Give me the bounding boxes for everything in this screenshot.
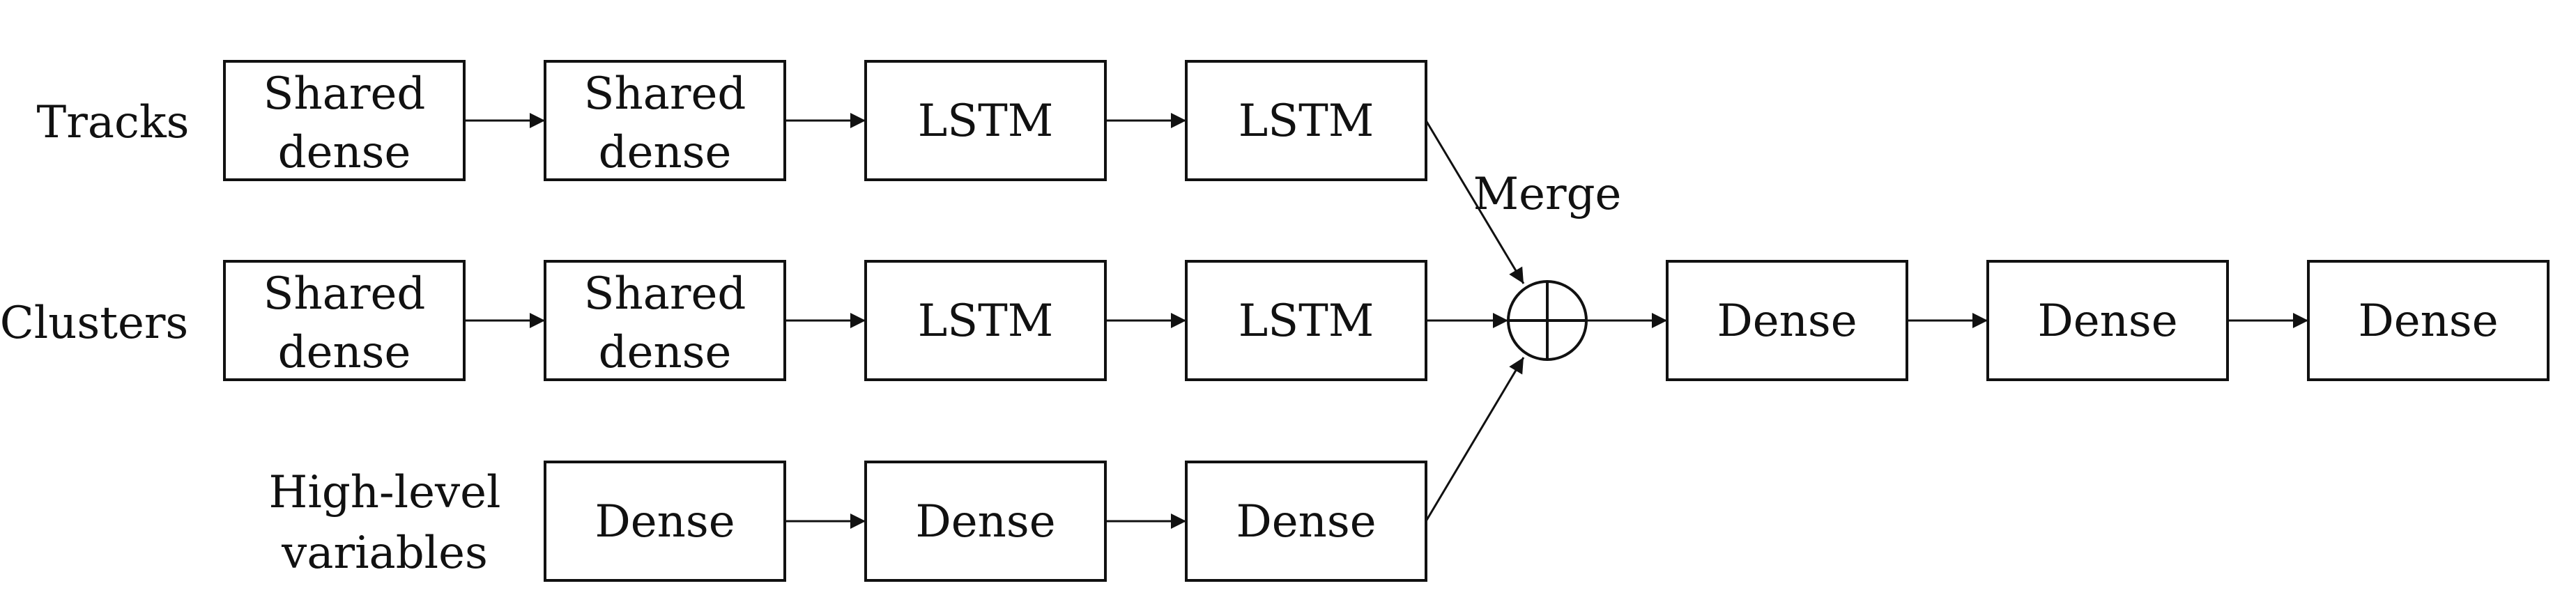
node-label: Dense [915,496,1055,548]
input-label-tracks: Tracks [37,97,190,148]
node-label: Dense [2037,295,2177,347]
clusters-lstm-2: LSTM [1185,260,1427,381]
node-label: LSTM [1239,95,1374,147]
merge-node [1507,280,1588,361]
high-level-dense-2: Dense [864,461,1107,582]
head-dense-3: Dense [2307,260,2550,381]
node-label-line1: Shared [263,68,426,120]
clusters-lstm-1: LSTM [864,260,1107,381]
high-level-dense-1: Dense [544,461,786,582]
node-label-line2: dense [599,327,732,378]
node-label-line1: Shared [584,268,746,320]
node-label-line2: dense [599,127,732,178]
head-dense-2: Dense [1986,260,2229,381]
node-label: Dense [595,496,735,548]
clusters-shared-dense-2: Shared dense [544,260,786,381]
edge-tracks-to-merge [1425,120,1525,284]
input-label-clusters: Clusters [0,298,188,349]
node-label-line1: Shared [263,268,426,320]
input-label-high-level-line2: variables [281,527,488,579]
node-label: LSTM [918,95,1054,147]
node-label-line1: Shared [584,68,746,120]
high-level-dense-3: Dense [1185,461,1427,582]
edge-high-level-to-merge [1425,357,1525,522]
tracks-shared-dense-1: Shared dense [223,60,466,181]
tracks-lstm-1: LSTM [864,60,1107,181]
node-label: LSTM [1239,295,1374,347]
tracks-shared-dense-2: Shared dense [544,60,786,181]
node-label-line2: dense [278,127,411,178]
node-label: Dense [1717,295,1857,347]
node-label-line2: dense [278,327,411,378]
node-label: Dense [1236,496,1376,548]
head-dense-1: Dense [1666,260,1908,381]
clusters-shared-dense-1: Shared dense [223,260,466,381]
input-label-high-level-line1: High-level [269,467,501,518]
node-label: LSTM [918,295,1054,347]
merge-label: Merge [1473,169,1622,220]
node-label: Dense [2358,295,2498,347]
tracks-lstm-2: LSTM [1185,60,1427,181]
